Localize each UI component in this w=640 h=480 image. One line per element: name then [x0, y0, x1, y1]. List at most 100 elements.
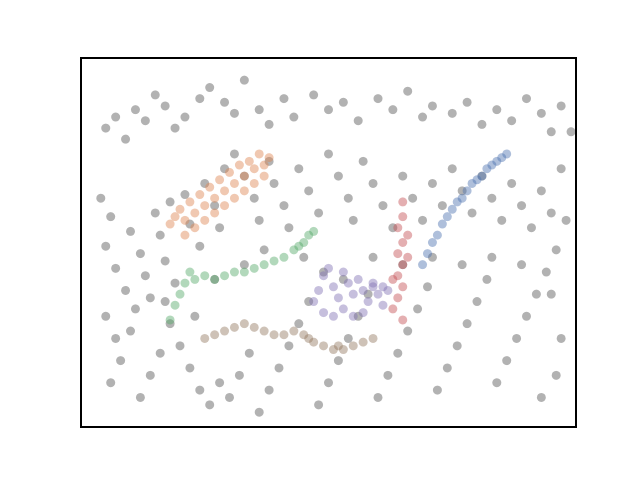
noise-point-123	[254, 407, 264, 417]
noise-point-46	[155, 230, 165, 240]
noise-point-147	[299, 252, 309, 262]
noise-point-157	[556, 333, 566, 343]
brown-point-5	[249, 322, 259, 332]
noise-point-31	[507, 116, 517, 126]
noise-point-113	[353, 311, 363, 321]
noise-point-60	[254, 215, 264, 225]
noise-point-99	[492, 378, 502, 388]
noise-point-92	[556, 164, 566, 174]
noise-point-109	[393, 348, 403, 358]
noise-point-56	[220, 164, 230, 174]
purple-point-11	[363, 297, 373, 307]
noise-point-72	[358, 156, 368, 166]
red-point-9	[388, 274, 398, 284]
noise-point-76	[398, 171, 408, 181]
noise-point-155	[517, 260, 527, 270]
noise-point-94	[541, 267, 551, 277]
noise-point-68	[324, 149, 333, 159]
green-point-11	[249, 263, 259, 273]
noise-point-138	[106, 378, 116, 388]
red-point-2	[393, 223, 403, 233]
green-point-15	[289, 245, 299, 255]
orange-point-27	[249, 178, 259, 188]
plot-background	[81, 58, 576, 427]
noise-point-57	[229, 149, 239, 159]
blue-point-9	[462, 186, 472, 196]
noise-point-112	[363, 289, 373, 299]
brown-point-0	[200, 333, 210, 343]
orange-point-4	[185, 197, 195, 207]
noise-point-73	[368, 178, 378, 188]
noise-point-49	[170, 278, 180, 288]
blue-point-12	[477, 171, 487, 181]
noise-point-86	[497, 215, 507, 225]
brown-point-11	[309, 337, 319, 347]
noise-point-40	[121, 285, 131, 295]
noise-point-87	[507, 178, 517, 188]
noise-point-80	[437, 201, 447, 211]
orange-point-12	[225, 167, 234, 177]
noise-point-127	[215, 378, 225, 388]
noise-point-103	[452, 341, 462, 351]
purple-point-19	[358, 308, 368, 318]
blue-point-2	[427, 238, 437, 247]
noise-point-114	[343, 333, 353, 343]
noise-point-150	[368, 252, 378, 262]
noise-point-148	[319, 267, 329, 277]
noise-point-5	[150, 90, 160, 100]
noise-point-66	[304, 186, 314, 196]
red-point-3	[398, 238, 408, 247]
noise-point-0	[101, 123, 111, 133]
noise-point-2	[121, 134, 131, 144]
purple-point-16	[328, 311, 338, 321]
noise-point-16	[279, 94, 289, 104]
orange-point-21	[190, 223, 200, 233]
noise-point-33	[536, 108, 546, 118]
brown-point-12	[319, 341, 329, 351]
blue-point-11	[472, 175, 482, 185]
noise-point-93	[551, 245, 561, 255]
red-point-5	[398, 260, 408, 270]
noise-point-24	[403, 86, 413, 96]
orange-point-7	[200, 201, 210, 211]
noise-point-133	[155, 348, 165, 358]
noise-point-14	[254, 105, 264, 115]
noise-point-17	[289, 112, 299, 122]
brown-point-16	[358, 337, 368, 347]
plot-frame	[80, 57, 577, 428]
noise-point-27	[447, 108, 457, 118]
noise-point-10	[205, 83, 215, 93]
blue-point-8	[457, 193, 467, 203]
orange-point-5	[190, 208, 200, 218]
orange-point-25	[229, 193, 239, 203]
noise-point-22	[373, 94, 383, 104]
points-layer	[96, 75, 576, 417]
green-point-19	[294, 241, 304, 251]
blue-point-16	[497, 153, 507, 163]
green-point-14	[279, 252, 289, 262]
orange-point-22	[200, 215, 210, 225]
brown-point-9	[289, 326, 299, 336]
noise-point-145	[239, 260, 249, 270]
green-point-1	[170, 300, 180, 310]
blue-point-1	[423, 249, 432, 259]
purple-point-1	[314, 285, 324, 295]
noise-point-54	[210, 201, 220, 211]
orange-point-10	[215, 175, 225, 185]
red-point-4	[393, 249, 403, 259]
noise-point-106	[423, 282, 432, 292]
purple-point-6	[338, 267, 348, 277]
noise-point-77	[408, 193, 418, 203]
brown-point-10	[299, 330, 309, 340]
blue-point-3	[432, 230, 442, 240]
orange-point-9	[210, 193, 220, 203]
noise-point-84	[477, 171, 487, 181]
noise-point-29	[477, 119, 487, 129]
noise-point-3	[130, 105, 140, 115]
red-point-13	[398, 315, 408, 325]
red-point-1	[398, 212, 408, 222]
blue-point-4	[437, 219, 447, 229]
noise-point-13	[239, 75, 249, 85]
noise-point-111	[373, 392, 383, 402]
orange-point-3	[180, 215, 190, 225]
